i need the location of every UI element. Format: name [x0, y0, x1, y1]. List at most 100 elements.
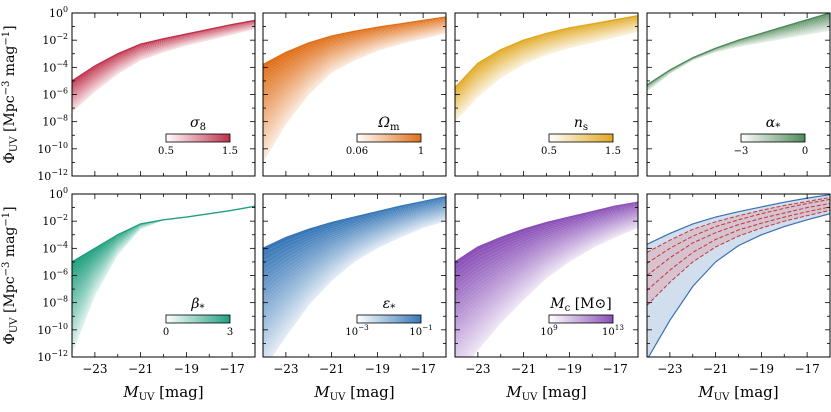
colorbar-swatch: [548, 133, 614, 143]
panel-alpha_star: α* −3 0: [646, 12, 831, 177]
y-tick-label: 10−12: [37, 168, 68, 183]
colorbar-swatch: [165, 314, 231, 324]
dashed-curve-0: [647, 198, 830, 264]
x-tick-label: −17: [794, 362, 819, 376]
x-tick-label: −17: [219, 362, 244, 376]
y-tick-label: 10−4: [42, 240, 68, 255]
band-24: [647, 27, 830, 91]
x-tick-label: −21: [511, 362, 536, 376]
y-tick-label: 10−8: [42, 295, 68, 310]
panel-summary: −23 −21 −19 −17: [646, 193, 831, 376]
colorbar-label: ε*: [383, 296, 396, 314]
x-tick-label: −23: [273, 362, 298, 376]
colorbar-tick: 3: [227, 327, 233, 338]
plot-area: [455, 15, 638, 122]
y-tick-label: 10−10: [37, 322, 68, 337]
x-tick-label: −17: [410, 362, 435, 376]
band-25: [647, 28, 830, 92]
y-tick-label: 10−2: [42, 213, 68, 228]
upper-curve: [72, 205, 255, 263]
colorbar-tick: 0.5: [541, 146, 557, 157]
band-17: [72, 25, 255, 100]
colorbar: α* −3 0: [734, 115, 809, 157]
y-tick-label: 100: [49, 186, 68, 201]
band-11: [72, 206, 255, 299]
x-tick-label: −21: [703, 362, 728, 376]
panel-M_c: −23 −21 −19 −17 Mc [M⊙] 109 1013: [454, 193, 639, 376]
colorbar-tick: 1: [418, 146, 424, 157]
colorbar-tick: 0.5: [158, 146, 174, 157]
plot-area: [455, 201, 638, 357]
x-axis-label: MUV [mag]: [313, 383, 394, 403]
plot-area: [72, 19, 255, 113]
colorbar-label: β*: [190, 296, 204, 314]
y-tick-label: 10−6: [42, 268, 68, 283]
band-10: [72, 206, 255, 295]
y-tick-label: 10−4: [42, 59, 68, 74]
colorbar-label: ns: [574, 115, 588, 133]
y-tick-label: 10−2: [42, 32, 68, 47]
x-tick-label: −17: [602, 362, 627, 376]
colorbar-label: α*: [766, 115, 781, 133]
colorbar-label: Ωm: [377, 115, 400, 133]
band-26: [647, 28, 830, 92]
colorbar-label: Mc [M⊙]: [549, 296, 611, 314]
x-tick-label: −23: [82, 362, 107, 376]
colorbar-swatch: [740, 133, 806, 143]
upper-curve: [647, 13, 830, 86]
band-22: [647, 26, 830, 91]
panel-beta_star: −23 −21 −19 −17 100 10−2 10−4 10−6 10−8 10−10 10−1…: [37, 186, 256, 376]
upper-curve: [263, 16, 446, 66]
colorbar-tick: 1.5: [605, 146, 621, 157]
colorbar-swatch: [356, 314, 422, 324]
colorbar: σ8 0.5 1.5: [158, 115, 238, 157]
plot-area: [263, 16, 446, 163]
colorbar: ε* 10−3 10−1: [345, 296, 432, 338]
plot-area: [647, 13, 830, 92]
y-tick-label: 10−6: [42, 87, 68, 102]
inner-band: [647, 197, 830, 306]
panel-n_s: ns 0.5 1.5: [454, 12, 639, 177]
y-tick-label: 10−10: [37, 141, 68, 156]
inner-lower-dashed: [647, 209, 830, 306]
colorbar-swatch: [548, 314, 614, 324]
upper-curve: [72, 19, 255, 82]
y-tick-label: 10−8: [42, 114, 68, 129]
colorbar-tick: 0: [802, 146, 808, 157]
x-axis-label: MUV [mag]: [122, 383, 203, 403]
x-tick-label: −19: [365, 362, 390, 376]
inner-upper-dashed: [647, 196, 830, 253]
colorbar-tick: −3: [734, 146, 749, 157]
colorbar: Ωm 0.06 1: [346, 115, 424, 157]
colorbar-tick: 1.5: [222, 146, 238, 157]
outer-upper-line: [647, 194, 830, 245]
band-23: [647, 26, 830, 91]
colorbar-tick: 10−1: [409, 323, 432, 338]
band-28: [647, 30, 830, 92]
x-tick-label: −23: [465, 362, 490, 376]
x-tick-label: −21: [319, 362, 344, 376]
x-tick-label: −21: [128, 362, 153, 376]
colorbar-tick: 0.06: [346, 146, 368, 157]
colorbar-tick: 0: [163, 327, 169, 338]
x-tick-label: −23: [657, 362, 682, 376]
y-axis-label: ΦUV [Mpc−3 mag−1]: [1, 206, 20, 344]
x-tick-label: −19: [174, 362, 199, 376]
labels: ΦUV [Mpc−3 mag−1] ΦUV [Mpc−3 mag−1] MUV [m…: [1, 25, 779, 403]
panel-omega_m: Ωm 0.06 1: [262, 12, 447, 177]
upper-curve: [455, 15, 638, 89]
plot-area: [647, 194, 830, 357]
x-tick-label: −19: [749, 362, 774, 376]
dashed-curve-1: [647, 203, 830, 276]
band-27: [647, 29, 830, 92]
y-axis-label: ΦUV [Mpc−3 mag−1]: [1, 25, 20, 163]
x-tick-label: −19: [557, 362, 582, 376]
y-tick-label: 100: [49, 5, 68, 20]
plot-area: [263, 196, 446, 357]
colorbar-swatch: [165, 133, 231, 143]
colorbar-tick: 1013: [602, 323, 624, 338]
colorbar: Mc [M⊙] 109 1013: [540, 296, 624, 338]
colorbar-label: σ8: [190, 115, 206, 133]
